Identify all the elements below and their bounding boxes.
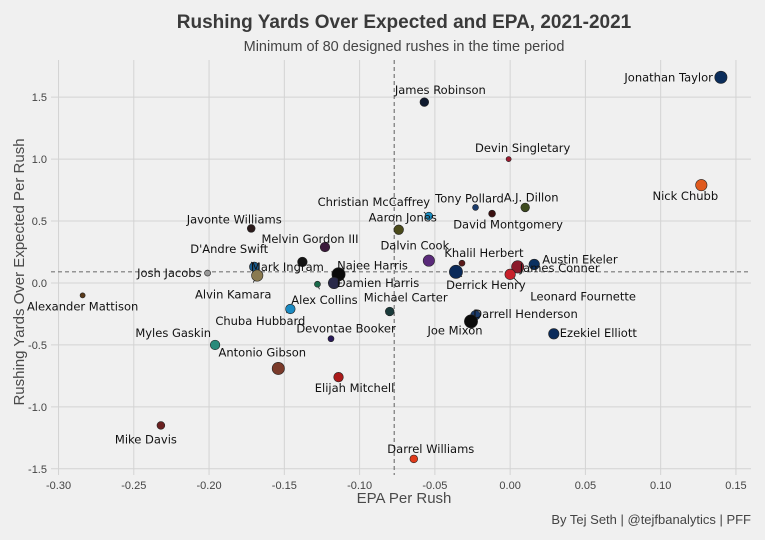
data-point <box>409 454 418 464</box>
x-tick-label: 0.15 <box>725 480 746 492</box>
point-label: Mark Ingram <box>251 260 324 274</box>
data-point <box>271 362 285 375</box>
data-point <box>156 421 166 430</box>
point-label: Josh Jacobs <box>136 266 201 280</box>
point-label: D'Andre Swift <box>190 242 268 256</box>
y-tick-label: 1.5 <box>32 92 47 104</box>
data-point <box>247 224 256 233</box>
x-axis-label: EPA Per Rush <box>357 490 452 507</box>
point-label: Christian McCaffrey <box>318 195 431 209</box>
data-point <box>393 224 404 235</box>
data-point <box>511 260 525 274</box>
data-point <box>385 306 395 317</box>
y-tick-label: 1.0 <box>32 154 47 166</box>
point-label: Elijah Mitchell <box>315 381 395 395</box>
data-point <box>251 269 264 282</box>
point-label: Devontae Booker <box>296 322 396 336</box>
point-label: Aaron Jones <box>369 211 437 225</box>
data-point <box>419 97 429 107</box>
data-point <box>319 241 331 253</box>
chart-caption: By Tej Seth | @tejfbanalytics | PFF <box>551 512 751 527</box>
point-label: James Conner <box>519 261 600 275</box>
data-point <box>424 211 434 221</box>
data-point <box>314 280 321 288</box>
point-label: Damien Harris <box>337 276 419 290</box>
data-point <box>422 254 435 267</box>
data-point <box>297 256 308 268</box>
x-tick-label: -0.30 <box>46 480 71 492</box>
data-point <box>548 328 560 340</box>
data-point <box>528 258 540 270</box>
point-label: Ezekiel Elliott <box>560 326 638 340</box>
point-label: Nick Chubb <box>652 189 718 203</box>
x-tick-label: 0.05 <box>575 480 596 492</box>
point-label: James Robinson <box>394 83 486 97</box>
point-label: A.J. Dillon <box>504 190 559 204</box>
y-tick-label: -1.0 <box>28 402 47 414</box>
point-label: Derrick Henry <box>446 278 526 292</box>
x-tick-label: 0.00 <box>499 480 520 492</box>
point-label: David Montgomery <box>453 218 563 232</box>
x-tick-label: -0.10 <box>347 480 372 492</box>
data-point <box>327 335 335 343</box>
data-point <box>79 292 86 299</box>
point-label: Alvin Kamara <box>195 288 271 302</box>
point-label: Alexander Mattison <box>27 299 138 313</box>
y-tick-label: -0.5 <box>28 340 47 352</box>
axis-ticks: -0.30 -0.25 -0.20 -0.15 -0.10 -0.05 0.00 0.05 0.… <box>28 92 747 492</box>
y-axis-label: Rushing Yards Over Expected Per Rush <box>11 138 28 405</box>
data-point <box>328 276 341 289</box>
data-point <box>464 314 478 329</box>
data-point <box>695 179 708 192</box>
point-label: Michael Carter <box>364 290 448 304</box>
point-label: Darrel Williams <box>387 442 474 456</box>
data-point <box>204 269 211 277</box>
grid-lines <box>51 60 751 475</box>
point-label: Alex Collins <box>291 293 357 307</box>
data-point <box>504 268 516 280</box>
y-tick-label: 0.0 <box>32 278 47 290</box>
point-label: Mike Davis <box>115 432 177 446</box>
point-label: Najee Harris <box>337 258 408 272</box>
x-tick-label: -0.05 <box>422 480 447 492</box>
data-points: Jonathan Taylor James Robinson Devin Singl… <box>27 70 728 464</box>
data-point <box>472 204 479 211</box>
data-point <box>449 264 463 279</box>
data-point <box>458 259 466 267</box>
y-tick-label: 0.5 <box>32 216 47 228</box>
chart-title: Rushing Yards Over Expected and EPA, 202… <box>177 12 632 33</box>
point-label: Darrell Henderson <box>473 307 577 321</box>
data-point <box>488 209 496 218</box>
data-point <box>714 70 728 84</box>
point-label: Devin Singletary <box>475 141 571 155</box>
data-point <box>209 339 221 351</box>
point-label: Tony Pollard <box>434 191 504 205</box>
point-label: Dalvin Cook <box>380 239 449 253</box>
point-label: Myles Gaskin <box>135 326 211 340</box>
point-label: Leonard Fournette <box>530 289 636 303</box>
chart-subtitle: Minimum of 80 designed rushes in the tim… <box>244 39 565 55</box>
data-point <box>285 303 296 315</box>
point-label: Joe Mixon <box>426 323 482 337</box>
point-label: Jonathan Taylor <box>623 70 713 84</box>
point-label: Austin Ekeler <box>542 252 618 266</box>
point-label: Javonte Williams <box>186 212 282 226</box>
x-tick-label: -0.20 <box>197 480 222 492</box>
x-tick-label: -0.25 <box>121 480 146 492</box>
point-label: Melvin Gordon III <box>261 232 358 246</box>
data-point <box>505 156 512 162</box>
y-tick-label: -1.5 <box>28 464 47 476</box>
data-point <box>333 372 344 383</box>
point-label: Antonio Gibson <box>219 345 307 359</box>
point-label: Chuba Hubbard <box>215 314 305 328</box>
point-label: Khalil Herbert <box>444 246 524 260</box>
x-tick-label: -0.15 <box>272 480 297 492</box>
x-tick-label: 0.10 <box>650 480 671 492</box>
data-point <box>520 202 530 213</box>
reference-lines <box>51 60 751 475</box>
